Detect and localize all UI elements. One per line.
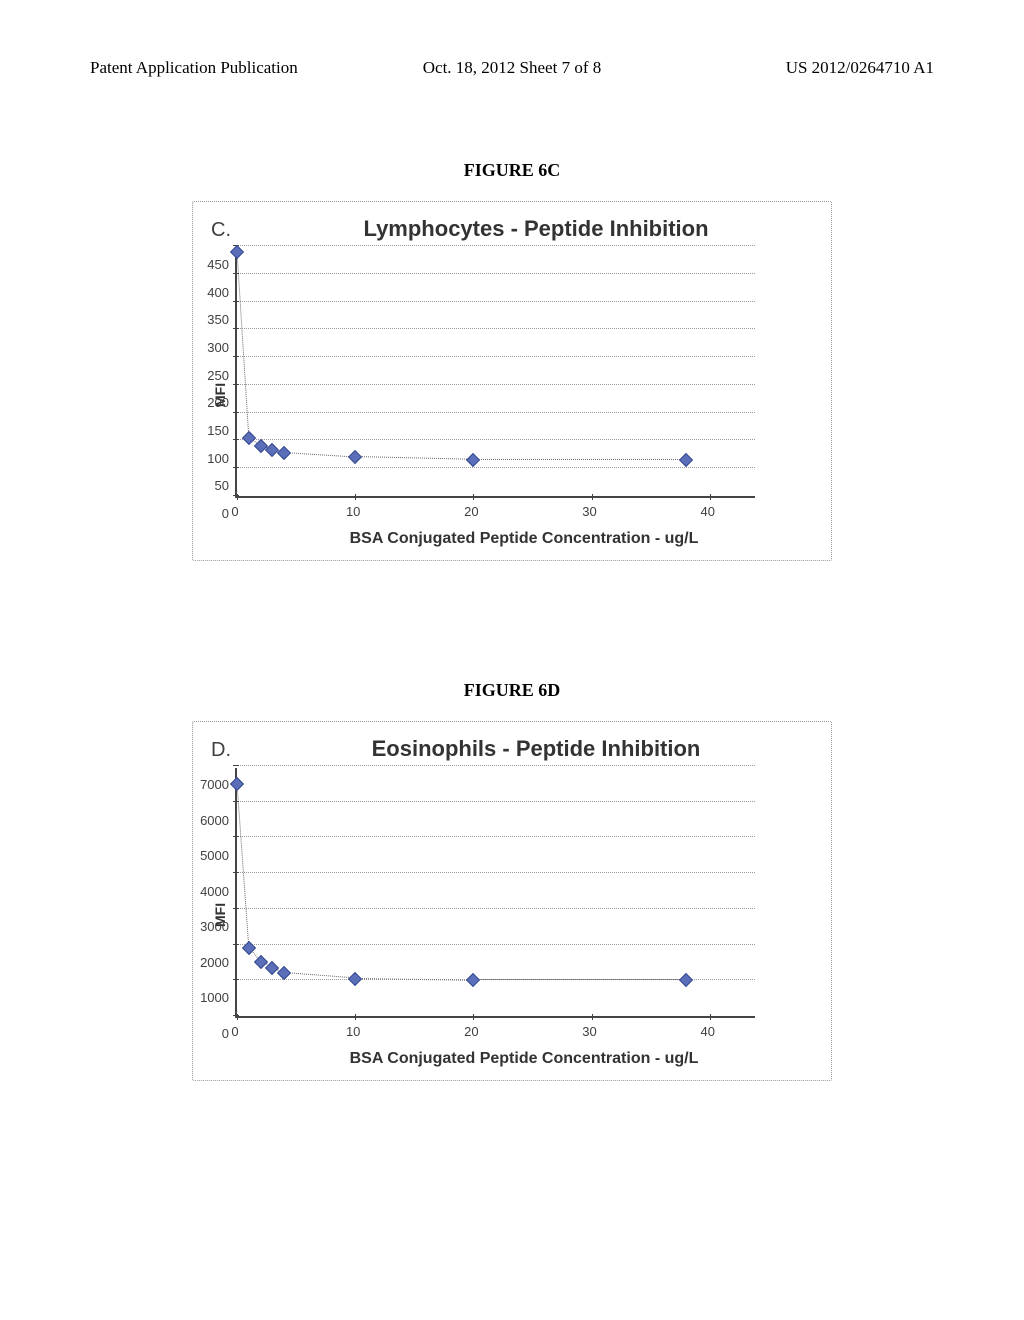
header-right: US 2012/0264710 A1 — [786, 58, 934, 78]
chart-point — [230, 777, 244, 791]
header-left: Patent Application Publication — [90, 58, 298, 78]
figure-6d-plot-area — [235, 768, 755, 1018]
chart-line-segment — [473, 459, 686, 460]
figure-6c-xlabel: BSA Conjugated Peptide Concentration - u… — [235, 530, 813, 548]
chart-line-segment — [284, 452, 355, 457]
chart-line-segment — [473, 979, 686, 980]
chart-point — [679, 453, 693, 467]
figure-6c-panel-letter: C. — [211, 219, 259, 242]
chart-point — [348, 450, 362, 464]
chart-point — [348, 971, 362, 985]
figure-6c-title-row: C. Lymphocytes - Peptide Inhibition — [211, 216, 813, 242]
chart-point — [277, 446, 291, 460]
figure-6c-block: FIGURE 6C C. Lymphocytes - Peptide Inhib… — [0, 160, 1024, 561]
header-center: Oct. 18, 2012 Sheet 7 of 8 — [423, 58, 601, 78]
figure-6c-title: Lymphocytes - Peptide Inhibition — [259, 216, 813, 242]
figure-6c-xlabels: 010203040 — [235, 504, 755, 524]
figure-6d-title-row: D. Eosinophils - Peptide Inhibition — [211, 736, 813, 762]
figure-6d-title: Eosinophils - Peptide Inhibition — [259, 736, 813, 762]
chart-point — [679, 973, 693, 987]
figure-6d-chart: D. Eosinophils - Peptide Inhibition MFI … — [192, 721, 832, 1081]
page-header: Patent Application Publication Oct. 18, … — [0, 58, 1024, 78]
figure-6d-block: FIGURE 6D D. Eosinophils - Peptide Inhib… — [0, 680, 1024, 1081]
chart-point — [466, 453, 480, 467]
chart-line-segment — [237, 783, 250, 947]
figure-6d-xlabels: 010203040 — [235, 1024, 755, 1044]
figure-6d-panel-letter: D. — [211, 739, 259, 762]
chart-point — [242, 431, 256, 445]
figure-6c-label: FIGURE 6C — [0, 160, 1024, 181]
chart-line-segment — [284, 972, 355, 978]
chart-line-segment — [355, 456, 473, 460]
chart-point — [230, 244, 244, 258]
chart-point — [265, 443, 279, 457]
figure-6c-chart: C. Lymphocytes - Peptide Inhibition MFI … — [192, 201, 832, 561]
chart-point — [277, 966, 291, 980]
figure-6c-plot-wrap: MFI 450400350300250200150100500 01020304… — [211, 248, 813, 548]
figure-6d-label: FIGURE 6D — [0, 680, 1024, 701]
figure-6d-xlabel: BSA Conjugated Peptide Concentration - u… — [235, 1050, 813, 1068]
figure-6c-plot-area — [235, 248, 755, 498]
chart-point — [466, 973, 480, 987]
figure-6d-plot-wrap: MFI 70006000500040003000200010000 010203… — [211, 768, 813, 1068]
chart-line-segment — [237, 251, 250, 437]
